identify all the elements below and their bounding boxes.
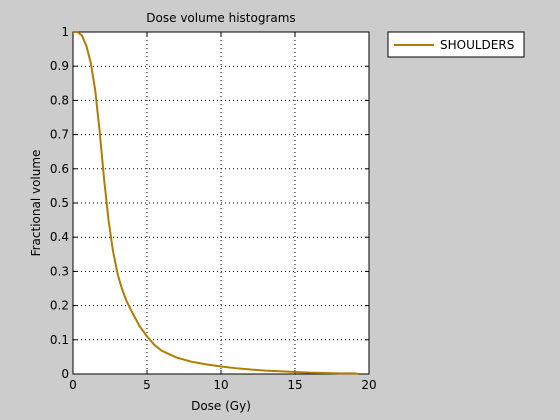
series-lines: [73, 31, 359, 375]
chart-title: Dose volume histograms: [146, 11, 295, 25]
y-tick-labels: 0 0.1 0.2 0.3 0.4 0.5 0.6 0.7 0.8 0.9 1: [50, 25, 69, 381]
y-tick-label: 0.5: [50, 196, 69, 210]
legend: SHOULDERS: [387, 31, 525, 58]
y-tick-label: 0.7: [50, 128, 69, 142]
y-tick-label: 0: [61, 367, 69, 381]
x-axis-label: Dose (Gy): [191, 399, 251, 413]
grid-lines: [73, 32, 369, 374]
y-tick-label: 0.1: [50, 333, 69, 347]
y-axis-label: Fractional volume: [29, 150, 43, 257]
axis-ticks: [72, 31, 370, 375]
x-tick-labels: 0 5 10 15 20: [69, 378, 376, 392]
x-tick-label: 5: [143, 378, 151, 392]
y-tick-label: 1: [61, 25, 69, 39]
y-tick-label: 0.3: [50, 264, 69, 278]
x-tick-label: 20: [361, 378, 376, 392]
y-tick-label: 0.9: [50, 59, 69, 73]
y-tick-label: 0.2: [50, 299, 69, 313]
y-tick-label: 0.8: [50, 93, 69, 107]
y-tick-label: 0.4: [50, 230, 69, 244]
x-tick-label: 10: [213, 378, 228, 392]
legend-label-shoulders: SHOULDERS: [440, 38, 514, 52]
y-tick-label: 0.6: [50, 162, 69, 176]
x-tick-label: 0: [69, 378, 77, 392]
series-line-shoulders: [73, 31, 359, 375]
x-tick-label: 15: [287, 378, 302, 392]
